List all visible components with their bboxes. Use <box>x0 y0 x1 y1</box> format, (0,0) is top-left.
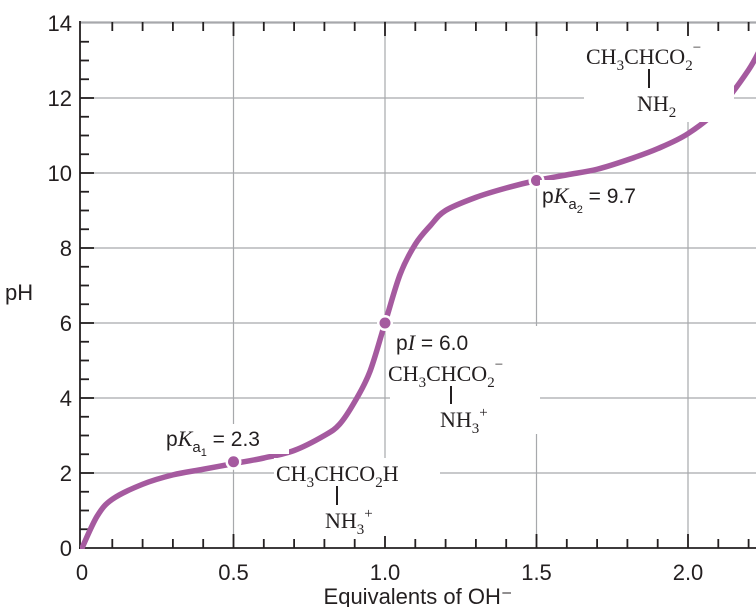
x-axis-label: Equivalents of OH⁻ <box>324 584 513 607</box>
svg-text:pKa2 = 9.7: pKa2 = 9.7 <box>542 183 636 216</box>
data-point <box>531 175 542 186</box>
data-point <box>379 317 391 329</box>
tick-labels: 0 2 4 6 8 10 12 14 0 0.5 1.0 1.5 2.0 <box>48 11 704 585</box>
point-layer <box>225 172 545 470</box>
x-tick-label: 0 <box>76 560 88 585</box>
svg-text:CH3CHCO2−: CH3CHCO2− <box>388 357 503 391</box>
annotation-pka1-structure: CH3CHCO2H NH3+ <box>274 458 440 538</box>
x-tick-label: 2.0 <box>673 560 704 585</box>
y-axis-label: pH <box>5 280 33 305</box>
annotation-pka2-label: pKa2 = 9.7 <box>540 180 665 216</box>
data-point <box>228 456 239 468</box>
svg-text:CH3CHCO2−: CH3CHCO2− <box>586 40 701 74</box>
x-tick-label: 0.5 <box>218 560 249 585</box>
y-tick-label: 4 <box>60 386 72 411</box>
y-tick-label: 14 <box>48 11 72 36</box>
svg-text:pKa1 = 2.3: pKa1 = 2.3 <box>166 426 260 459</box>
x-tick-label: 1.5 <box>521 560 552 585</box>
svg-text:pI = 6.0: pI = 6.0 <box>396 330 468 355</box>
annotation-pi: pI = 6.0 CH3CHCO2− NH3+ <box>388 326 540 437</box>
curve-layer <box>80 51 756 549</box>
annotation-pka1-label: pKa1 = 2.3 <box>164 424 289 459</box>
y-tick-label: 2 <box>60 461 72 486</box>
x-tick-label: 1.0 <box>370 560 401 585</box>
y-tick-label: 0 <box>60 536 72 561</box>
y-tick-label: 6 <box>60 311 72 336</box>
y-tick-label: 8 <box>60 236 72 261</box>
titration-curve <box>80 51 756 549</box>
tick-marks <box>80 22 750 548</box>
y-tick-label: 12 <box>48 86 72 111</box>
annotation-pka2-structure: CH3CHCO2− NH2 <box>584 36 734 122</box>
y-tick-label: 10 <box>48 161 72 186</box>
